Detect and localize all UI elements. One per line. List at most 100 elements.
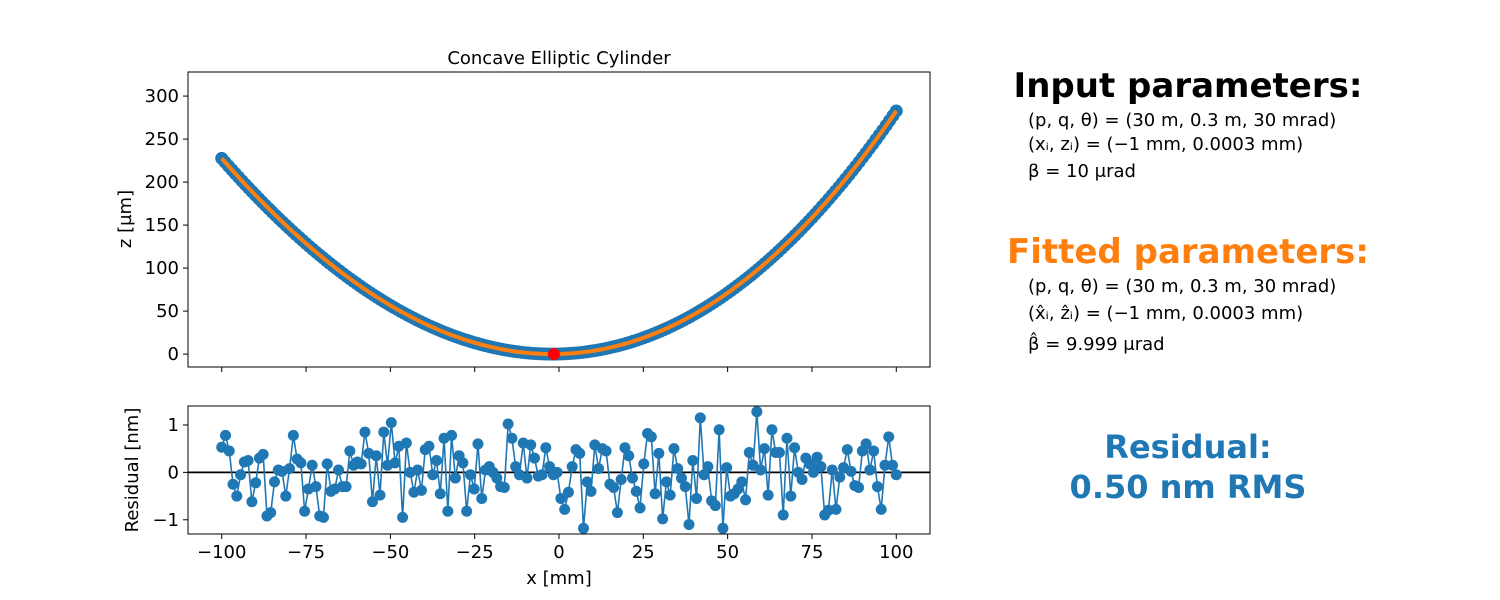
input-line-1: (p, q, θ) = (30 m, 0.3 m, 30 mrad) [1028,110,1337,131]
x-tick-label: −75 [287,542,325,563]
residual-point [333,464,345,476]
residual-point [385,417,397,429]
residual-point [442,505,454,517]
residual-point [566,461,578,473]
residual-point [397,511,409,523]
residual-point [423,440,435,452]
y-tick-label: 50 [156,301,179,322]
x-tick-label: 50 [716,542,739,563]
residual-point [472,438,484,450]
residual-point [890,469,902,481]
residual-point [434,488,446,500]
residual-plot-frame [187,405,931,535]
residual-point [310,481,322,493]
x-tick-label: 100 [879,542,913,563]
residual-point [841,444,853,456]
residual-point [611,507,623,519]
residual-point [660,476,672,488]
x-tick-label: 75 [801,542,824,563]
residual-point [623,450,635,462]
residual-point [804,458,816,470]
residual-point [864,464,876,476]
residual-point [427,469,439,481]
input-line-2: (xᵢ, zᵢ) = (−1 mm, 0.0003 mm) [1028,134,1304,155]
residual-point [265,507,277,519]
residual-point [713,424,725,436]
residual-point [502,418,514,430]
residual-point [250,477,262,489]
residual-point [268,476,280,488]
surface-plot: Concave Elliptic Cylinder z [µm] 0 50 100 1… [115,48,931,372]
residual-point [242,455,254,467]
residual-point [657,513,669,525]
residual-point [400,437,412,449]
residual-point [574,447,586,459]
residual-point [758,443,770,455]
y-tick-label: 100 [145,258,179,279]
residual-point [687,455,699,467]
residual-point [370,450,382,462]
residual-point [525,439,537,451]
residual-label: Residual: [1104,428,1272,466]
residual-point [219,429,231,441]
residual-point [287,429,299,441]
residual-point [600,445,612,457]
residual-point [559,503,571,515]
residual-point [498,482,510,494]
residual-point [717,522,729,534]
residual-rms-value: 0.50 nm RMS [1069,468,1307,506]
residual-point [223,445,235,457]
residual-point [743,446,755,458]
residual-point [231,490,243,502]
x-tick-label: −50 [371,542,409,563]
residual-point [529,452,541,464]
residual-point [883,431,895,443]
vertex-marker [547,348,560,361]
residual-point [306,459,318,471]
residual-point [781,432,793,444]
residual-point [321,458,333,470]
residual-point [476,492,488,504]
residual-point [649,488,661,500]
y-tick-label: 300 [145,86,179,107]
residual-point [374,489,386,501]
residual-point [709,500,721,512]
residual-point [457,457,469,469]
fitted-line-2: (x̂ᵢ, ẑᵢ) = (−1 mm, 0.0003 mm) [1028,303,1304,324]
residual-point [562,486,574,498]
residual-point [675,472,687,484]
residual-point [777,509,789,521]
residual-point [449,472,461,484]
residual-point [593,463,605,475]
residual-point [845,465,857,477]
residual-point [773,446,785,458]
y-tick-label: 150 [145,215,179,236]
residual-point [638,458,650,470]
residual-point [653,447,665,459]
y-tick-label: −1 [152,510,179,531]
residual-point [227,478,239,490]
fitted-line-1: (p, q, θ) = (30 m, 0.3 m, 30 mrad) [1028,276,1337,297]
residual-point [683,519,695,531]
residual-point [615,473,627,485]
x-tick-label: −100 [197,542,246,563]
x-axis-label: x [mm] [526,568,592,589]
residual-point [355,458,367,470]
residual-point [581,476,593,488]
y-tick-label: 250 [145,129,179,150]
residual-point [721,462,733,474]
residual-point [468,483,480,495]
residual-point [879,459,891,471]
residual-point [340,481,352,493]
y-tick-label: 0 [168,462,179,483]
residual-point [811,451,823,463]
residual-point [555,492,567,504]
residual-point [284,463,296,475]
residual-point [389,457,401,469]
residual-point [694,412,706,424]
residual-point [506,432,518,444]
residual-point [834,471,846,483]
residual-point [521,472,533,484]
fitted-line-3: β̂ = 9.999 μrad [1028,334,1165,355]
